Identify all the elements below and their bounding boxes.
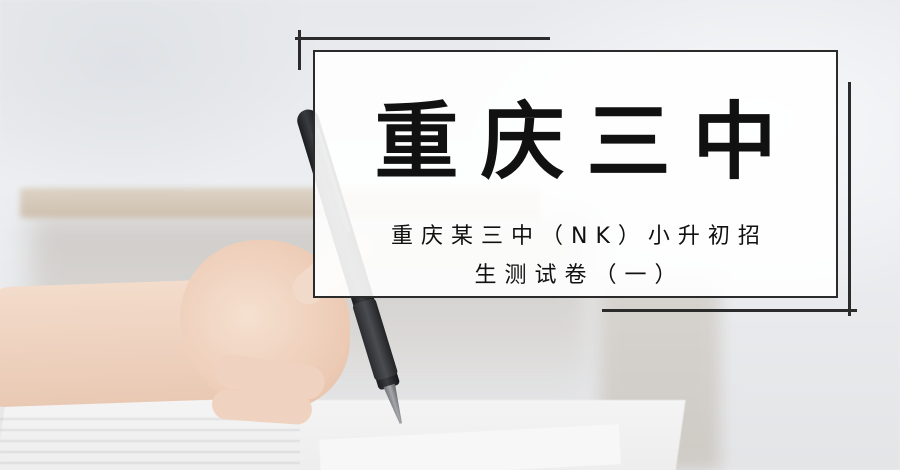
frame-line-bottom (602, 309, 857, 312)
exam-paper-text-lines (0, 418, 300, 470)
page-title: 重庆三中 (374, 92, 799, 191)
frame-line-top (295, 37, 550, 40)
subtitle-line-2: 生测试卷（一） (474, 263, 685, 288)
pen-tip (383, 384, 406, 426)
title-card: 重庆三中 重庆某三中（NK）小升初招 生测试卷（一） (313, 50, 838, 298)
frame-line-left (298, 30, 301, 70)
subtitle-line-1: 重庆某三中（NK）小升初招 (391, 224, 768, 249)
frame-line-right (848, 82, 851, 316)
